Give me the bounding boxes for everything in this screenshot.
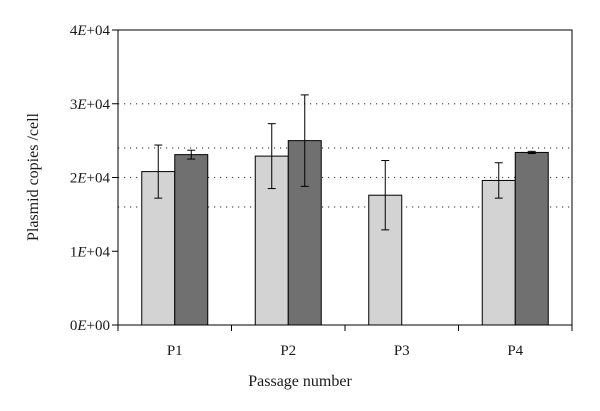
error-bars [154,94,536,231]
x-tick-label: P2 [280,343,296,359]
x-tick-label: P3 [394,343,410,359]
x-tick-label: P1 [167,343,183,359]
x-tick-label: P4 [507,343,523,359]
bar-p1-s2 [174,154,209,326]
y-tick-label: 4E+04 [70,23,111,39]
y-tick-label: 2E+04 [70,171,111,187]
x-axis: P1 P2 P3 P4 [117,325,573,359]
x-axis-title: Passage number [248,373,352,390]
bar-p4-s1 [481,179,516,326]
y-axis-title: Plasmid copies /cell [25,112,42,241]
bar-p4-s2 [514,151,549,326]
y-tick-label: 3E+04 [70,97,111,113]
y-tick-label: 0E+00 [70,318,110,334]
bars [141,140,549,326]
y-tick-label: 1E+04 [70,244,111,260]
y-axis: 0E+00 1E+04 2E+04 3E+04 4E+04 [70,23,118,334]
